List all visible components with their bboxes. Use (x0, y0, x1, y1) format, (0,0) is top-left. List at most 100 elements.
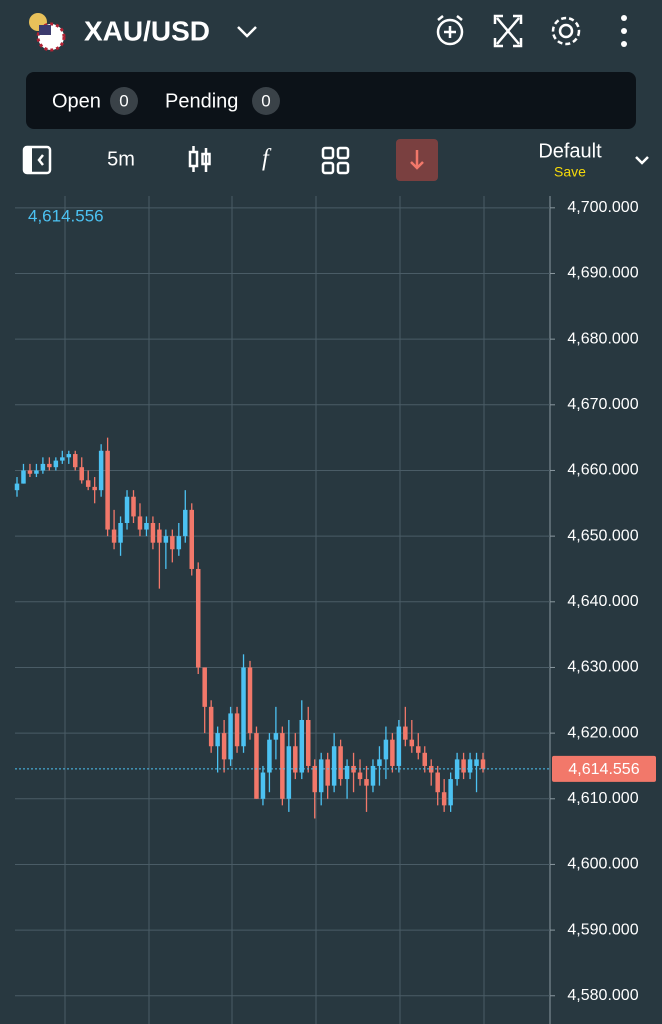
candle-body (215, 733, 220, 747)
layout-dropdown[interactable] (635, 156, 649, 165)
settings-icon[interactable] (551, 16, 581, 46)
candle-body (85, 480, 91, 487)
candle-body (221, 733, 227, 760)
symbol-dropdown[interactable] (237, 26, 257, 38)
tab-label[interactable]: Open (52, 90, 101, 112)
candle-body (351, 765, 356, 773)
candle-body (416, 746, 421, 753)
candles-icon[interactable] (188, 146, 211, 172)
candle-body (98, 450, 104, 491)
candle-body (474, 759, 479, 766)
indicators-icon[interactable]: f (262, 146, 272, 172)
candle-body (396, 726, 402, 766)
current-price: 4,614.556 (28, 206, 104, 225)
candle-body (47, 463, 52, 468)
candle-body (124, 496, 130, 523)
candle-body (228, 713, 233, 760)
candle-body (111, 529, 117, 543)
candle-body (137, 516, 143, 530)
candle-body (364, 779, 369, 786)
candle-body (163, 536, 169, 543)
y-tick-label: 4,700.000 (567, 199, 638, 216)
candle-body (306, 719, 311, 766)
candle-body (390, 739, 395, 766)
candle-body (325, 759, 330, 786)
y-tick-label: 4,690.000 (567, 265, 638, 282)
candle-body (73, 454, 78, 468)
candle-body (144, 522, 149, 530)
tab-count: 0 (119, 91, 128, 110)
tab-label[interactable]: Pending (165, 90, 238, 112)
candle-body (422, 752, 427, 766)
vertical-grid (64, 196, 485, 1024)
save-button[interactable]: Save (554, 164, 586, 180)
candle-body (435, 772, 440, 793)
y-tick-label: 4,590.000 (567, 921, 638, 938)
candle-body (118, 522, 123, 543)
candle-body (344, 765, 350, 780)
candle-body (467, 759, 473, 773)
candle-body (53, 460, 59, 468)
candle-body (195, 568, 201, 668)
y-tick-label: 4,580.000 (567, 987, 638, 1004)
candle-body (60, 457, 65, 461)
candle-body (318, 759, 324, 793)
candle-body (21, 470, 26, 484)
candle-body (247, 667, 253, 734)
y-tick-label: 4,640.000 (567, 593, 638, 610)
last-price-label: 4,614.556 (568, 761, 639, 778)
candle-body (403, 726, 408, 740)
candle-body (280, 733, 285, 799)
y-tick-label: 4,670.000 (567, 396, 638, 413)
candle-body (66, 454, 72, 458)
candle-body (293, 746, 298, 773)
candle-body (14, 483, 20, 491)
candle-body (461, 759, 466, 773)
y-tick-label: 4,620.000 (567, 724, 638, 741)
candle-body (286, 746, 292, 799)
interval[interactable]: 5m (107, 148, 135, 170)
y-tick-label: 4,630.000 (567, 659, 638, 676)
candle-body (338, 746, 343, 780)
candle-body (312, 765, 317, 793)
candle-body (92, 486, 97, 491)
candle-body (409, 739, 415, 747)
count-badge (252, 87, 280, 115)
candle-body (377, 759, 382, 766)
candle-body (34, 470, 39, 474)
last-price-box (552, 755, 656, 782)
candle-body (208, 706, 214, 747)
y-tick-label: 4,650.000 (567, 527, 638, 544)
candle-body (176, 536, 182, 550)
candle-body (273, 733, 279, 740)
candle-body (189, 509, 194, 569)
candle-body (448, 779, 453, 806)
candle-body (202, 667, 207, 707)
candle-body (131, 496, 136, 517)
candle-body (383, 739, 389, 760)
candle-body (79, 467, 84, 481)
tab-count: 0 (261, 91, 270, 110)
sidebar-toggle[interactable] (22, 145, 52, 175)
y-tick-label: 4,610.000 (567, 790, 638, 807)
candle-body (183, 509, 188, 537)
layout-name[interactable]: Default (538, 140, 602, 162)
symbol[interactable]: XAU/USD (84, 15, 210, 46)
candle-body (480, 759, 486, 769)
more-icon[interactable] (621, 15, 627, 47)
alarm-icon[interactable] (436, 15, 464, 46)
candle-body (254, 733, 259, 799)
y-tick-label: 4,600.000 (567, 856, 638, 873)
count-badge (110, 87, 138, 115)
candle-body (260, 772, 266, 799)
candle-body (441, 792, 447, 806)
candle-body (370, 765, 376, 786)
y-tick-label: 4,680.000 (567, 330, 638, 347)
candle-body (454, 759, 460, 780)
fullscreen-icon[interactable] (493, 14, 523, 48)
candle-body (105, 450, 110, 530)
y-tick-label: 4,660.000 (567, 462, 638, 479)
layout-icon[interactable] (321, 146, 350, 175)
